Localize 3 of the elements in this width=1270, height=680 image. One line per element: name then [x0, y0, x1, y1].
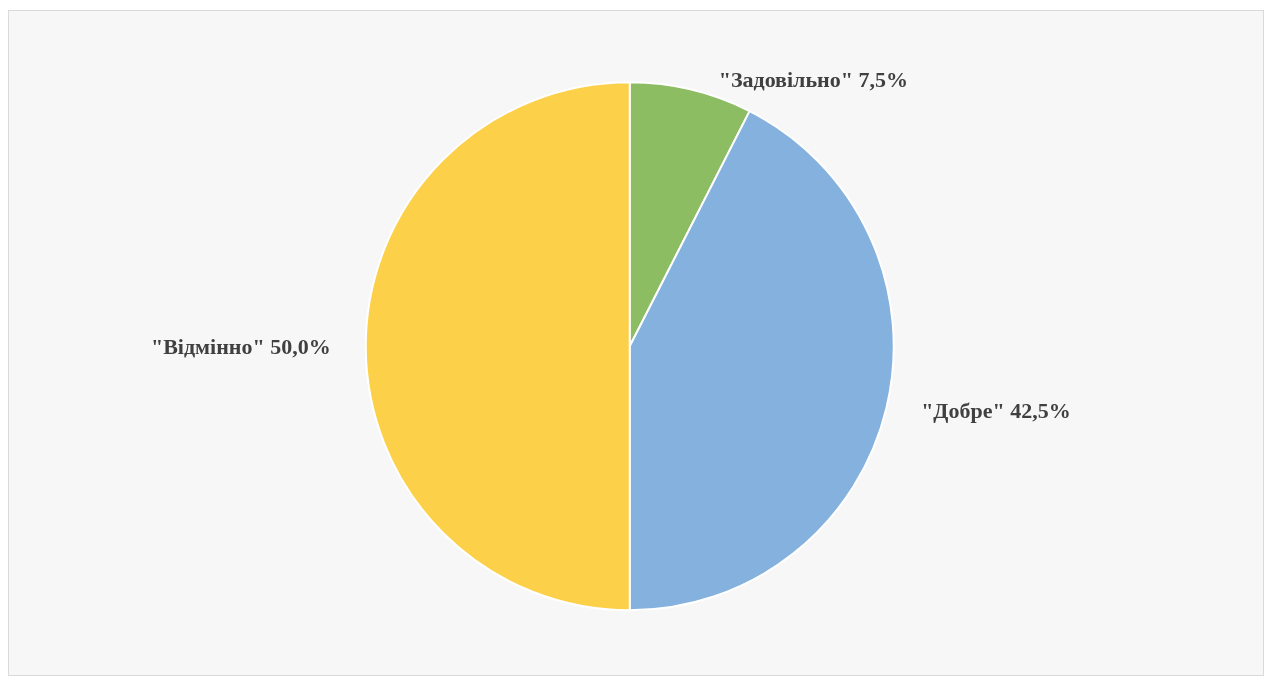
slice-label: "Добре" 42,5% [921, 397, 1071, 423]
slice-label: "Задовільно" 7,5% [718, 67, 908, 93]
slice-label: "Відмінно" 50,0% [150, 333, 331, 359]
